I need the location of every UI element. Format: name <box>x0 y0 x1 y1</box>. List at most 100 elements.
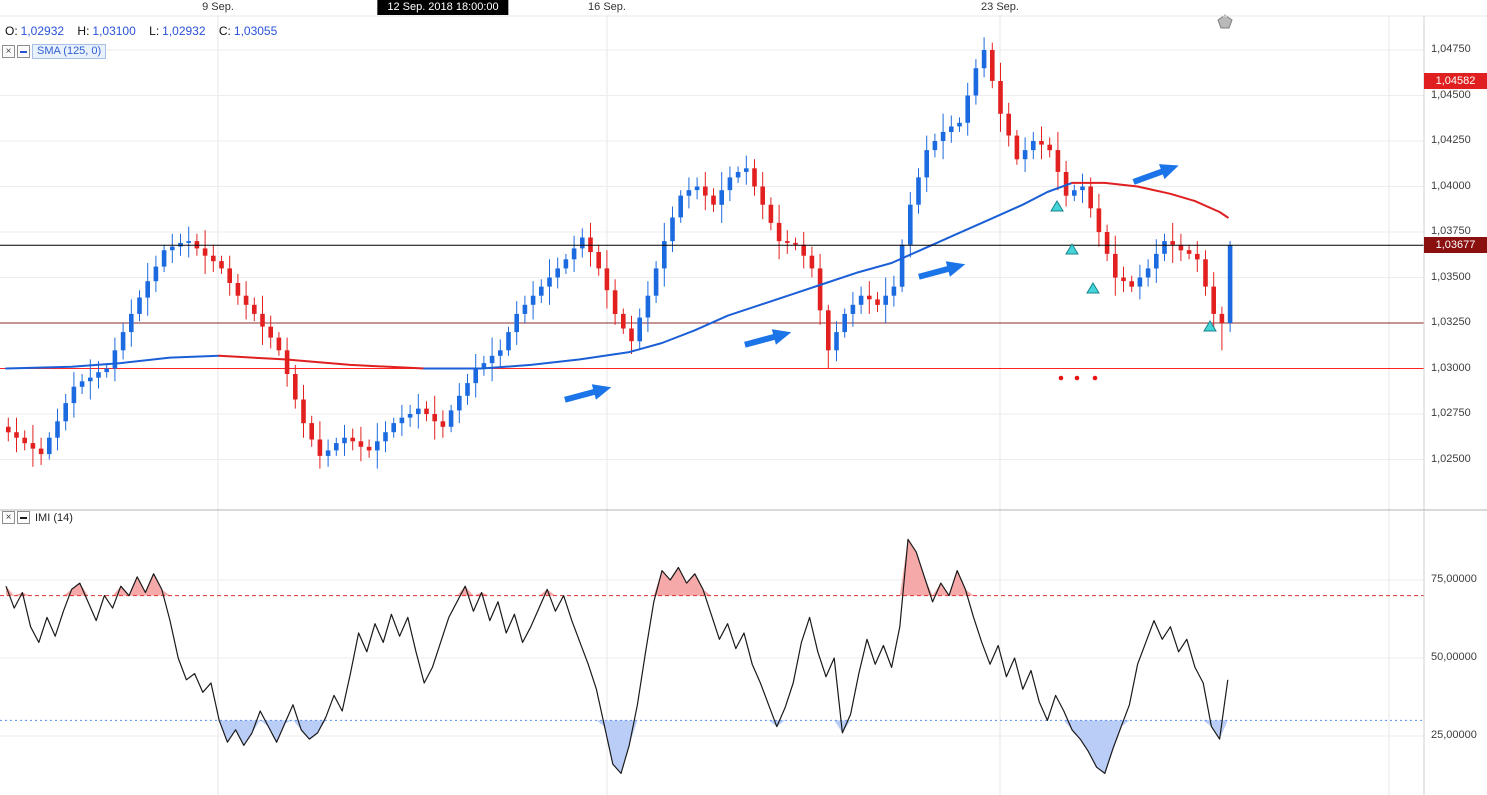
candle-body <box>1178 244 1184 251</box>
sma-line <box>1071 181 1229 219</box>
candle-body <box>1154 253 1159 269</box>
candle-body <box>883 295 888 305</box>
candle-body <box>645 295 651 318</box>
candle-body <box>785 241 790 243</box>
candle-body <box>973 68 979 96</box>
open-value: 1,02932 <box>20 24 65 38</box>
price-badge: 1,04582 <box>1424 72 1487 89</box>
high-value: 1,03100 <box>92 24 136 38</box>
candle-body <box>596 252 601 269</box>
candle-body <box>202 248 208 256</box>
candle-body <box>1055 150 1061 172</box>
series-style-icon[interactable] <box>17 511 30 524</box>
candle-body <box>1162 241 1167 254</box>
candle-body <box>112 350 118 369</box>
candle-body <box>211 255 216 262</box>
candle-body <box>1072 190 1077 196</box>
candle-body <box>793 242 798 245</box>
candle-body <box>1113 253 1118 278</box>
candle-body <box>334 443 339 451</box>
candle-body <box>457 395 462 411</box>
low-label: L: <box>149 24 160 38</box>
candle-body <box>358 441 364 447</box>
candle-body <box>145 281 150 298</box>
candle-body <box>858 295 864 305</box>
candle-body <box>735 172 741 178</box>
candle-body <box>489 355 495 364</box>
imi-axis-label: 50,00000 <box>1431 651 1477 663</box>
dot-marker[interactable] <box>1074 375 1080 381</box>
candle-body <box>776 222 782 242</box>
candle-body <box>383 432 388 442</box>
candle-body <box>875 299 880 305</box>
candle-body <box>678 195 683 218</box>
candle-body <box>703 186 708 196</box>
dot-marker[interactable] <box>1058 375 1064 381</box>
candle-body <box>252 304 257 314</box>
triangle-marker[interactable] <box>1050 200 1064 212</box>
ohlc-readout: O: 1,02932 H: 1,03100 L: 1,02932 C: 1,03055 <box>5 24 287 38</box>
candle-body <box>317 439 323 456</box>
candle-body <box>547 277 552 287</box>
candle-body <box>1121 277 1126 282</box>
sma-line <box>423 181 1073 370</box>
candle-body <box>170 246 175 251</box>
price-axis-label: 1,02750 <box>1431 407 1471 419</box>
imi-legend: × IMI (14) <box>2 511 76 524</box>
candle-body <box>1063 172 1069 196</box>
candle-body <box>465 383 470 396</box>
candle-body <box>899 244 905 287</box>
close-icon[interactable]: × <box>2 511 15 524</box>
candle-body <box>571 248 577 260</box>
close-label: C: <box>218 24 231 38</box>
trend-arrow-annotation[interactable] <box>743 325 794 353</box>
candle-body <box>47 437 52 455</box>
candle-body <box>243 295 249 305</box>
imi-overbought-fill <box>6 539 1228 596</box>
candle-body <box>424 408 429 415</box>
candle-body <box>522 304 528 314</box>
candle-body <box>1186 250 1192 254</box>
candle-body <box>530 295 536 305</box>
date-axis-label: 23 Sep. <box>981 1 1019 13</box>
trend-arrow-annotation[interactable] <box>1131 158 1182 189</box>
triangle-marker[interactable] <box>1203 320 1217 332</box>
imi-legend-label[interactable]: IMI (14) <box>35 511 73 524</box>
candle-body <box>309 423 314 440</box>
candle-body <box>621 313 626 329</box>
candle-body <box>924 150 929 178</box>
trend-arrow-annotation[interactable] <box>563 380 614 408</box>
sma-legend-label[interactable]: SMA (125, 0) <box>32 44 107 59</box>
candle-body <box>268 326 273 338</box>
dot-marker[interactable] <box>1092 375 1098 381</box>
price-axis-label: 1,03250 <box>1431 316 1471 328</box>
pentagon-marker[interactable] <box>1217 14 1233 29</box>
price-axis-label: 1,03750 <box>1431 225 1471 237</box>
trend-arrow-annotation[interactable] <box>917 257 968 285</box>
triangle-marker[interactable] <box>1086 282 1100 294</box>
candle-body <box>1096 208 1102 233</box>
series-style-icon[interactable] <box>17 45 30 58</box>
candle-body <box>801 244 806 256</box>
candle-body <box>940 131 946 141</box>
high-label: H: <box>77 24 90 38</box>
triangle-marker[interactable] <box>1065 243 1079 255</box>
candle-body <box>817 268 823 311</box>
date-axis-label: 16 Sep. <box>588 1 626 13</box>
candle-body <box>284 350 290 374</box>
candle-body <box>55 421 60 438</box>
candle-body <box>653 268 659 296</box>
candle-body <box>1170 241 1175 245</box>
candle-body <box>555 268 560 278</box>
candle-body <box>932 141 938 151</box>
candle-body <box>301 399 306 424</box>
imi-axis-label: 75,00000 <box>1431 573 1477 585</box>
candle-body <box>957 122 962 127</box>
candle-body <box>448 410 454 427</box>
candle-body <box>6 426 11 433</box>
candle-body <box>1080 186 1085 191</box>
low-value: 1,02932 <box>162 24 206 38</box>
close-icon[interactable]: × <box>2 45 15 58</box>
